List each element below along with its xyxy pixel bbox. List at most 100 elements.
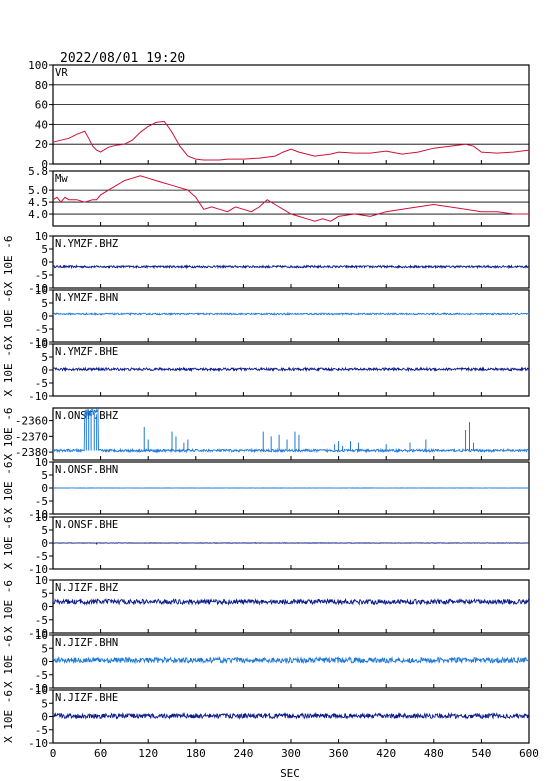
panel-label: N.YMZF.BHE: [55, 346, 118, 358]
panel-label: N.YMZF.BHN: [55, 292, 118, 304]
y-tick-label: 0: [41, 256, 48, 269]
panel-frame: [52, 170, 530, 227]
y-tick-label: 5: [41, 524, 48, 537]
y-tick-label: 5: [41, 243, 48, 256]
y-axis-label: X 10E -6: [2, 290, 15, 343]
y-tick-label: 5: [41, 642, 48, 655]
x-axis: 0 60 120 180 240 300 360 420 480 540 600: [50, 747, 539, 760]
y-tick-label: -5: [35, 550, 48, 563]
panel-label: N.YMZF.BHZ: [55, 238, 118, 250]
panel-label: N.ONSF.BHE: [55, 519, 118, 531]
y-tick-label: 10: [35, 230, 48, 243]
y-tick-label: -10: [28, 390, 48, 403]
y-tick-label: -10: [28, 737, 48, 750]
series-line: [52, 597, 530, 606]
panel-frame: [52, 579, 530, 634]
panel-mw: 5.8 5.04.54.0 Mw: [28, 165, 530, 227]
y-tick-label: 0: [41, 601, 48, 614]
y-tick-label: 0: [41, 158, 48, 171]
y-axis-label: X 10E -6: [2, 408, 15, 461]
series-line: [52, 407, 530, 454]
y-tick-label: 4.5: [28, 196, 48, 209]
y-tick-label: 40: [35, 118, 48, 131]
panel-label: VR: [55, 67, 68, 79]
y-tick-label: 0: [41, 310, 48, 323]
x-tick-label: 300: [281, 747, 301, 760]
y-tick-label: -5: [35, 614, 48, 627]
panel-label: N.ONSF.BHN: [55, 464, 118, 476]
y-tick-label: -5: [35, 495, 48, 508]
panel-label: N.JIZF.BHN: [55, 637, 118, 649]
x-tick-label: 540: [471, 747, 491, 760]
y-tick-label: -10: [28, 282, 48, 295]
y-tick-label: 80: [35, 79, 48, 92]
y-tick-label: -5: [35, 269, 48, 282]
series-line: [52, 655, 530, 665]
panel-frame: [52, 289, 530, 343]
panel-frame: [52, 407, 530, 461]
x-tick-label: 180: [186, 747, 206, 760]
y-tick-label: 5: [41, 587, 48, 600]
y-axis-label: X 10E -6: [2, 236, 15, 289]
x-tick-label: 360: [329, 747, 349, 760]
figure-title: 2022/08/01 19:20: [60, 51, 185, 66]
y-tick-label: 5: [41, 469, 48, 482]
series-line: [52, 175, 529, 222]
y-tick-label: -10: [28, 508, 48, 521]
y-tick-label: -2370: [15, 430, 48, 443]
panel-vr: 100 80 60 40 20 0 VR: [28, 59, 530, 171]
y-tick-label: -10: [28, 336, 48, 349]
x-axis-label: SEC: [280, 767, 300, 780]
y-tick-label: -5: [35, 323, 48, 336]
series-line: [52, 264, 530, 270]
panel-frame: [52, 235, 530, 289]
y-tick-label: 0: [41, 364, 48, 377]
y-axis-label: X 10E -6: [2, 462, 15, 515]
y-tick-label: 10: [35, 629, 48, 642]
y-tick-label: 0: [41, 482, 48, 495]
y-tick-label: 5: [41, 697, 48, 710]
y-tick-label: 10: [35, 684, 48, 697]
x-tick-label: 60: [94, 747, 107, 760]
panel-label: N.JIZF.BHZ: [55, 582, 118, 594]
x-tick-label: 240: [233, 747, 253, 760]
series-line: [52, 120, 530, 161]
y-tick-label: 10: [35, 574, 48, 587]
y-axis-label: X 10E -6: [2, 580, 15, 633]
y-tick-label: -2380: [15, 446, 48, 459]
panel-label: N.JIZF.BHE: [55, 692, 118, 704]
y-axis-label: X 10E -6: [2, 517, 15, 570]
series-line: [52, 311, 530, 316]
series-line: [52, 711, 530, 720]
x-tick-label: 480: [424, 747, 444, 760]
y-axis-label: X 10E -6: [2, 344, 15, 397]
y-tick-label: 0: [41, 711, 48, 724]
y-tick-label: -5: [35, 669, 48, 682]
y-tick-label: -10: [28, 627, 48, 640]
y-axis-label: X 10E -6: [2, 690, 15, 743]
y-tick-label: 10: [35, 456, 48, 469]
y-tick-label: -10: [28, 682, 48, 695]
y-tick-label: 4.0: [28, 208, 48, 221]
x-tick-label: 120: [138, 747, 158, 760]
x-tick-label: 0: [50, 747, 57, 760]
y-tick-label: 20: [35, 138, 48, 151]
y-tick-label: -2360: [15, 415, 48, 428]
y-tick-label: 0: [41, 537, 48, 550]
x-tick-label: 420: [376, 747, 396, 760]
y-tick-label: 5: [41, 297, 48, 310]
y-tick-label: 100: [28, 59, 48, 72]
y-tick-label: 10: [35, 284, 48, 297]
y-tick-label: 10: [35, 511, 48, 524]
y-tick-label: 5: [41, 351, 48, 364]
